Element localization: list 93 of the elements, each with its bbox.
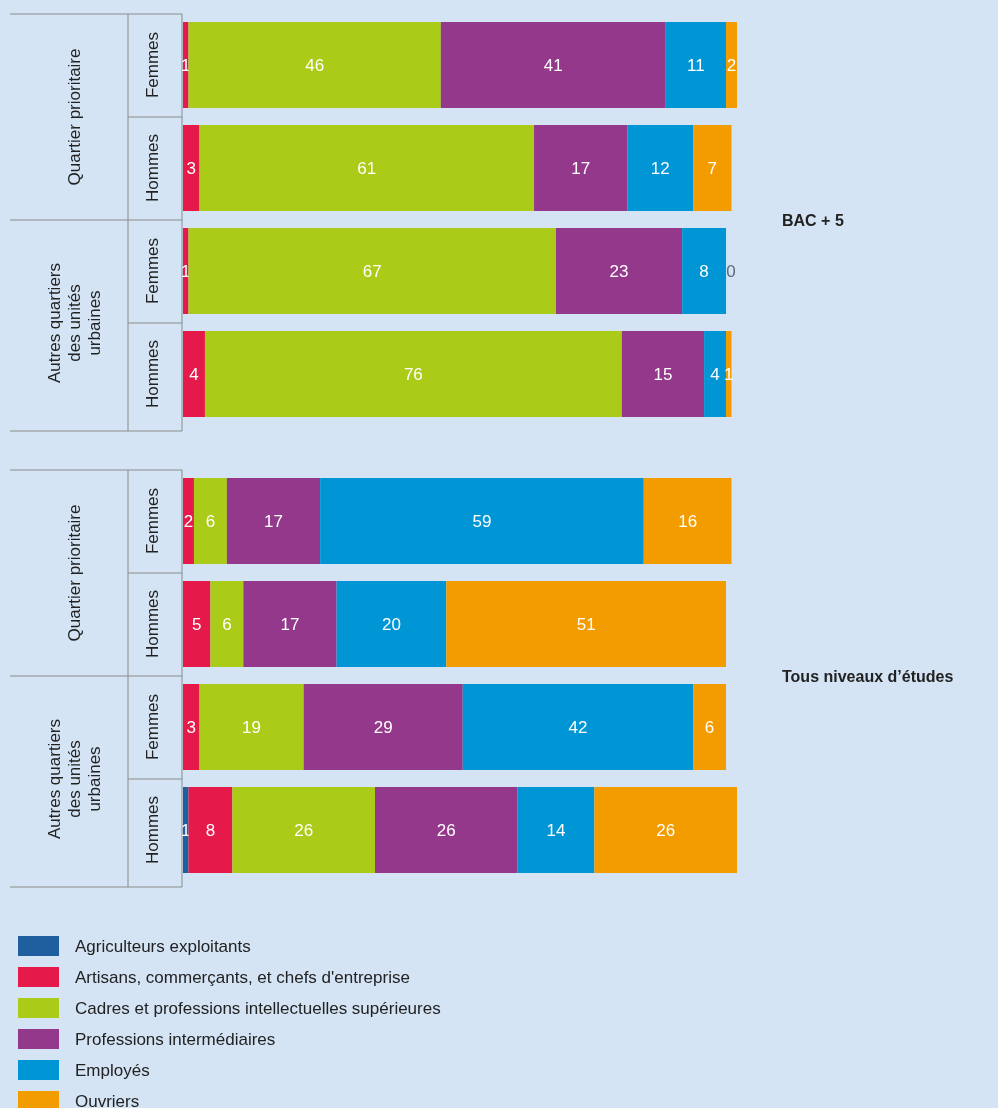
data-label: 17 [264, 512, 283, 531]
bar [204, 331, 622, 417]
data-label: 14 [546, 821, 566, 840]
bar [704, 331, 727, 417]
legend-label: Ouvriers [75, 1092, 140, 1108]
y-tick-label: Hommes [143, 589, 162, 659]
data-label: 6 [205, 512, 216, 531]
data-label: 16 [678, 512, 698, 531]
data-label: 8 [699, 262, 709, 281]
legend-label: Agriculteurs exploitants [75, 937, 251, 956]
data-label: 17 [280, 615, 300, 634]
bar [320, 478, 644, 564]
bar [303, 684, 463, 770]
text: Autres quartiers des unités urbaines [45, 719, 104, 839]
data-label: 3 [186, 718, 196, 737]
data-label: 59 [472, 512, 492, 531]
data-label: 29 [373, 718, 393, 737]
data-label: 17 [571, 159, 591, 178]
data-label: 6 [704, 718, 715, 737]
data-label: 26 [656, 821, 676, 840]
legend-label: Employés [75, 1061, 150, 1080]
bar [243, 581, 337, 667]
bar [183, 684, 200, 770]
data-label: 42 [568, 718, 588, 737]
bar [232, 787, 375, 873]
bar [199, 125, 535, 211]
data-label: 7 [707, 159, 718, 178]
y-tick-label: Femmes [143, 487, 162, 555]
data-label: 76 [403, 365, 423, 384]
y-tick-label: Hommes [143, 795, 162, 865]
bar [446, 581, 727, 667]
bar [183, 331, 205, 417]
y2-axis-title: BAC + 5 [782, 212, 844, 229]
y-tick-label: Femmes [143, 31, 162, 99]
bar [534, 125, 628, 211]
bar [374, 787, 518, 873]
data-label: 4 [710, 365, 720, 384]
y-tick-label: Femmes [143, 693, 162, 761]
y-tick-label: Femmes [143, 237, 162, 305]
text: Autres quartiers des unités urbaines [45, 263, 104, 383]
bar [643, 478, 732, 564]
bar [517, 787, 595, 873]
data-label: 20 [381, 615, 401, 634]
bar [440, 22, 666, 108]
legend-label: Artisans, commerçants, et chefs d'entreprise [75, 968, 410, 987]
bar [210, 581, 244, 667]
bar [594, 787, 737, 873]
bar [627, 125, 694, 211]
bar [555, 228, 683, 314]
y-tick-label: Hommes [143, 339, 162, 409]
bar [188, 22, 441, 108]
data-label: 8 [205, 821, 216, 840]
data-label: 19 [242, 718, 262, 737]
data-label: 3 [186, 159, 196, 178]
data-label: 41 [543, 56, 563, 75]
data-label: 11 [687, 56, 705, 75]
data-label: 46 [305, 56, 325, 75]
data-label: 2 [183, 512, 194, 531]
bar [183, 478, 194, 564]
bar [682, 228, 727, 314]
bar [462, 684, 694, 770]
data-label: 4 [189, 365, 199, 384]
data-label: 26 [436, 821, 456, 840]
data-label: 6 [222, 615, 232, 634]
bar [665, 22, 727, 108]
text: Quartier prioritaire [65, 504, 84, 642]
data-label: 5 [191, 615, 202, 634]
data-label: 26 [294, 821, 314, 840]
data-label: 61 [357, 159, 377, 178]
y2-axis-title: Tous niveaux d’études [782, 668, 954, 685]
bar [188, 787, 233, 873]
legend-label: Cadres et professions intellectuelles supérieures [75, 999, 441, 1018]
bar [726, 22, 737, 108]
data-label: 67 [362, 262, 382, 281]
bar [193, 478, 227, 564]
data-label: 15 [653, 365, 673, 384]
bar [183, 581, 211, 667]
bar [226, 478, 321, 564]
data-label: 51 [576, 615, 596, 634]
data-label: 0 [726, 262, 736, 281]
bar [336, 581, 447, 667]
y-tick-label: Hommes [143, 133, 162, 203]
bar [188, 228, 556, 314]
bar [621, 331, 705, 417]
data-label: 12 [650, 159, 670, 178]
data-label: 23 [609, 262, 629, 281]
bar [693, 684, 727, 770]
bar [183, 125, 200, 211]
data-label: 2 [726, 56, 737, 75]
bar [693, 125, 732, 211]
legend-label: Professions intermédiaires [75, 1030, 276, 1049]
text: Quartier prioritaire [65, 48, 84, 186]
bar [199, 684, 304, 770]
